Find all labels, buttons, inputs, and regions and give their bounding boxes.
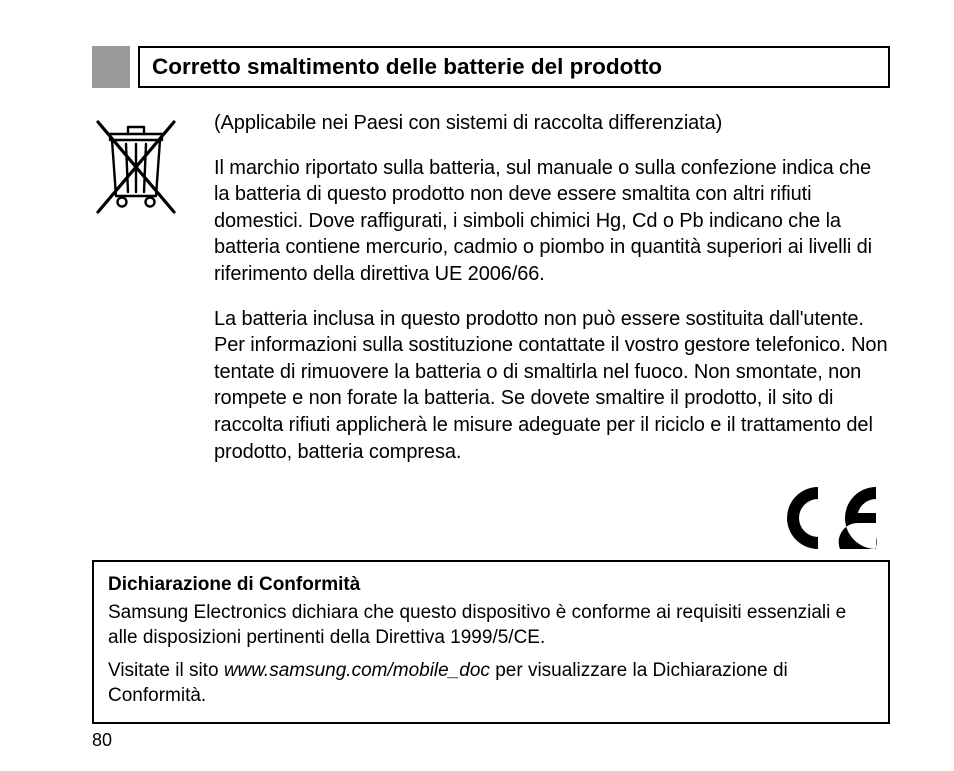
conformity-pre-text: Visitate il sito	[108, 660, 224, 681]
ce-mark-row	[92, 487, 890, 554]
page-number: 80	[92, 730, 890, 751]
icon-column	[92, 110, 180, 483]
battery-disposal-paragraph-1: Il marchio riportato sulla batteria, sul…	[214, 155, 890, 288]
conformity-paragraph-2: Visitate il sito www.samsung.com/mobile_…	[108, 658, 874, 708]
title-box: Corretto smaltimento delle batterie del …	[138, 46, 890, 88]
conformity-title: Dichiarazione di Conformità	[108, 574, 874, 596]
conformity-url: www.samsung.com/mobile_doc	[224, 660, 490, 681]
text-column: (Applicabile nei Paesi con sistemi di ra…	[214, 110, 890, 483]
applicability-note: (Applicabile nei Paesi con sistemi di ra…	[214, 110, 890, 137]
conformity-box: Dichiarazione di Conformità Samsung Elec…	[92, 560, 890, 724]
section-title-row: Corretto smaltimento delle batterie del …	[92, 46, 890, 88]
content-row: (Applicabile nei Paesi con sistemi di ra…	[92, 110, 890, 483]
battery-disposal-paragraph-2: La batteria inclusa in questo prodotto n…	[214, 306, 890, 466]
conformity-paragraph-1: Samsung Electronics dichiara che questo …	[108, 600, 874, 650]
section-title: Corretto smaltimento delle batterie del …	[152, 54, 662, 80]
title-accent-square	[92, 46, 130, 88]
weee-bin-icon	[92, 118, 180, 224]
ce-mark-icon	[782, 487, 886, 549]
